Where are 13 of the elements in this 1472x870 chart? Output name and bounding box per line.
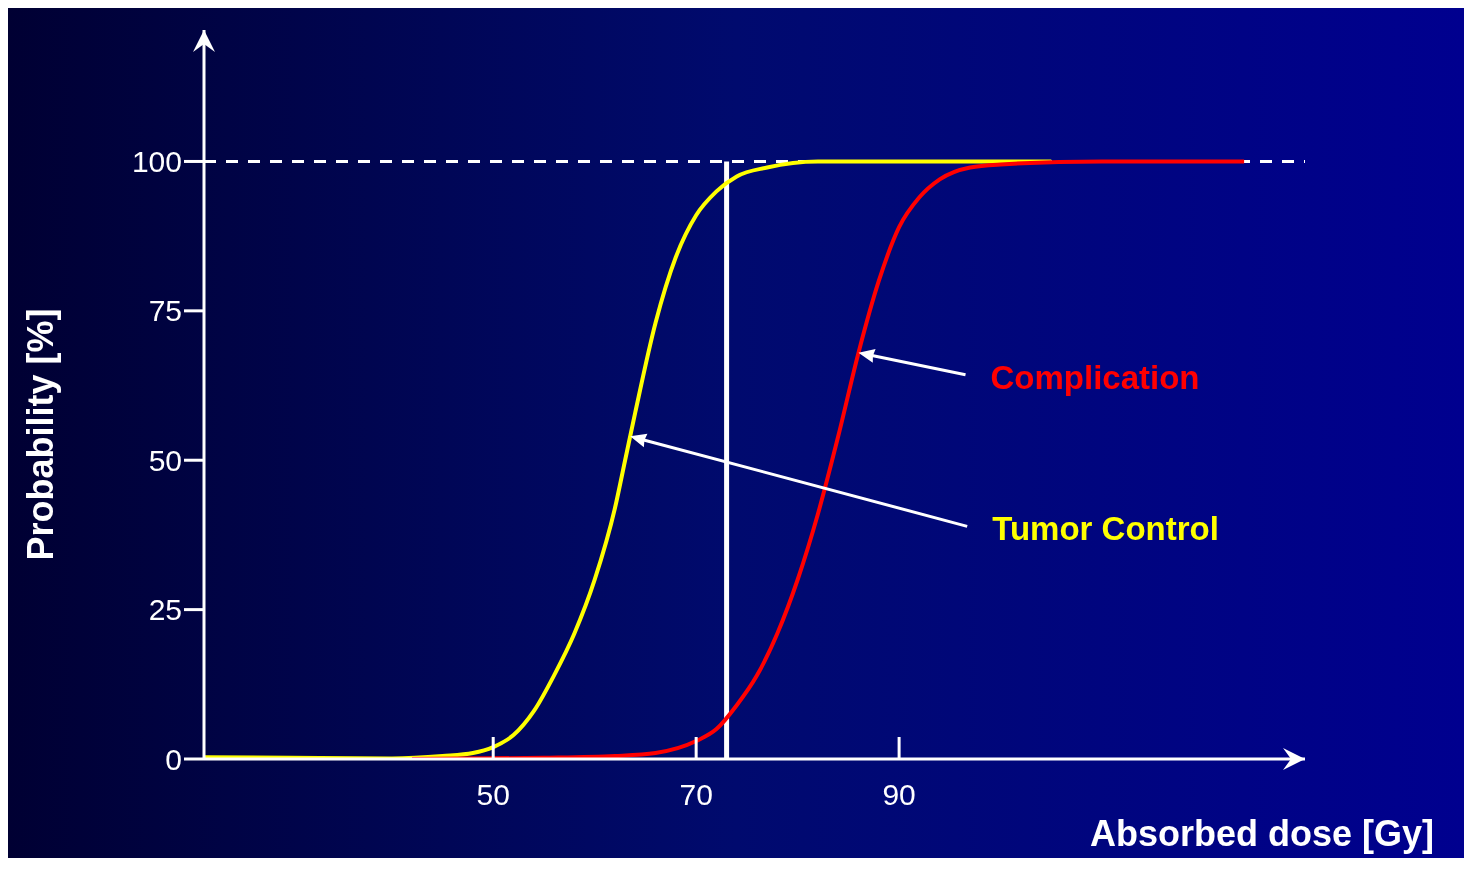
x-axis-title: Absorbed dose [Gy] (1089, 813, 1434, 854)
y-axis-title: Probability [%] (20, 308, 61, 561)
line-series (410, 159, 1247, 759)
y-tick-label: 50 (148, 443, 182, 477)
y-tick-label: 100 (131, 145, 182, 179)
text: Tumor Control (992, 510, 1219, 548)
y-tick-label: 0 (165, 742, 182, 776)
x-tick-label: 70 (679, 778, 713, 811)
text: Complication (990, 358, 1200, 396)
y-tick-label: 75 (148, 294, 182, 328)
y-tick-label: 25 (148, 593, 182, 627)
x-tick-label: 90 (882, 778, 916, 811)
x-tick-label: 50 (476, 778, 510, 811)
